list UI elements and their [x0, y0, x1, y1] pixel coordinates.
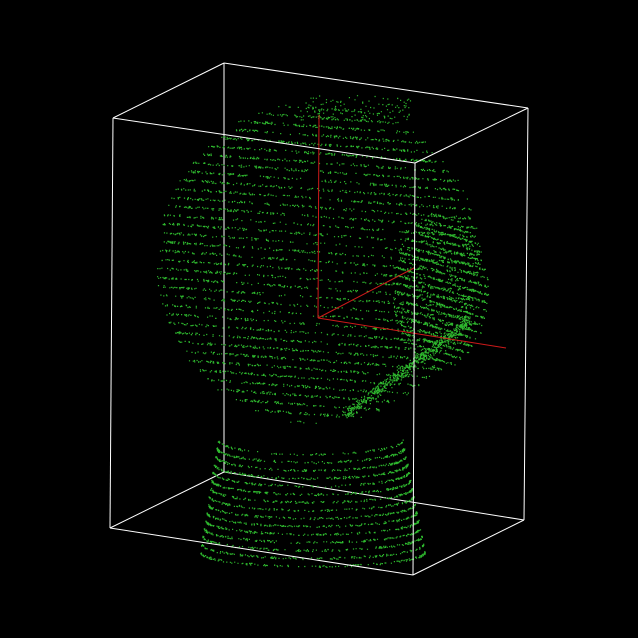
bbox-edge: [412, 519, 525, 576]
point-cloud-points: [157, 95, 490, 568]
bbox-edge: [109, 471, 225, 529]
bbox-edge: [109, 117, 114, 529]
point-cloud: [157, 95, 490, 568]
bbox-edge: [414, 107, 529, 164]
bounding-box-back-edges: [109, 62, 529, 529]
bbox-edge: [412, 162, 416, 576]
bounding-box-front-edges: [109, 107, 529, 576]
bbox-edge: [112, 117, 416, 164]
axis-z: [317, 267, 415, 319]
bbox-edge: [112, 62, 225, 119]
axis-x: [317, 317, 507, 349]
bbox-edge: [223, 62, 529, 109]
bbox-edge: [109, 527, 414, 576]
bbox-edge: [223, 471, 525, 521]
bbox-edge: [523, 107, 529, 521]
